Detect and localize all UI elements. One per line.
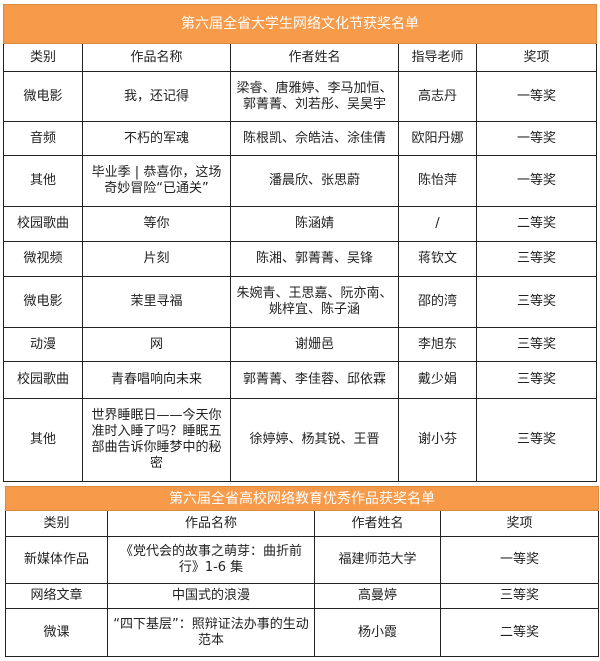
- table-cell: 茉里寻福: [82, 276, 231, 328]
- table-cell: 《党代会的故事之萌芽：曲折前行》1-6 集: [107, 536, 315, 584]
- table-row: 微视频 片刻 陈湘、郭菁菁、吴锋 蒋钦文 三等奖: [3, 241, 597, 277]
- table-cell: 朱婉青、王思嘉、阮亦南、姚梓宜、陈子涵: [230, 276, 399, 328]
- table-cell: 陈湘、郭菁菁、吴锋: [230, 241, 399, 277]
- table-cell: 微课: [5, 608, 108, 657]
- table-cell: 片刻: [82, 241, 231, 277]
- table-cell: 徐婷婷、杨其锐、王晋: [230, 398, 399, 482]
- table-cell: 二等奖: [440, 608, 599, 657]
- table-cell: 微电影: [3, 276, 83, 328]
- table-cell: 一等奖: [440, 536, 599, 584]
- table-row: 音频 不朽的军魂 陈根凯、佘皓洁、涂佳倩 欧阳丹娜 一等奖: [3, 121, 597, 156]
- table-cell: 一等奖: [476, 121, 597, 156]
- column-header: 作品名称: [82, 43, 231, 72]
- column-header: 奖项: [440, 510, 599, 537]
- table-cell: 等你: [82, 206, 231, 242]
- table-cell: 毕业季 | 恭喜你，这场奇妙冒险“已通关”: [82, 155, 231, 207]
- table-cell: 三等奖: [476, 361, 597, 399]
- table-cell: 音频: [3, 121, 83, 156]
- table-cell: 陈根凯、佘皓洁、涂佳倩: [230, 121, 399, 156]
- table-cell: 世界睡眠日——今天你准时入睡了吗？睡眠五部曲告诉你睡梦中的秘密: [82, 398, 231, 482]
- table-cell: 高曼婷: [314, 583, 441, 609]
- table-cell: 二等奖: [476, 206, 597, 242]
- column-header: 指导老师: [398, 43, 477, 72]
- column-header: 作者姓名: [230, 43, 399, 72]
- award-table-cultural-festival: 第六届全省大学生网络文化节获奖名单 类别 作品名称 作者姓名 指导老师 奖项 微电影 我，还记…: [3, 4, 597, 482]
- table-cell: 我，还记得: [82, 71, 231, 122]
- table-cell: 动漫: [3, 327, 83, 362]
- column-header: 作者姓名: [314, 510, 441, 537]
- column-header: 奖项: [476, 43, 597, 72]
- table-cell: 李旭东: [398, 327, 477, 362]
- table-row: 微电影 茉里寻福 朱婉青、王思嘉、阮亦南、姚梓宜、陈子涵 邵的湾 三等奖: [3, 276, 597, 328]
- table-cell: 三等奖: [476, 276, 597, 328]
- table-row: 微电影 我，还记得 梁睿、唐雅婷、李马加恒、郭菁菁、刘若彤、吴昊宇 高志丹 一等奖: [3, 71, 597, 122]
- table-row: 校园歌曲 青春唱响向未来 郭菁菁、李佳蓉、邱依霖 戴少娟 三等奖: [3, 361, 597, 399]
- table-cell: 邵的湾: [398, 276, 477, 328]
- table-cell: 高志丹: [398, 71, 477, 122]
- table-cell: 潘晨欣、张思蔚: [230, 155, 399, 207]
- header-row: 类别 作品名称 作者姓名 奖项: [5, 510, 599, 537]
- table-cell: 三等奖: [440, 583, 599, 609]
- table-cell: “四下基层”：照辩证法办事的生动范本: [107, 608, 315, 657]
- table-cell: 三等奖: [476, 398, 597, 482]
- table-cell: 一等奖: [476, 155, 597, 207]
- table-row: 动漫网谢姗邑 李旭东 三等奖: [3, 327, 597, 362]
- table-cell: 戴少娟: [398, 361, 477, 399]
- column-header: 类别: [5, 510, 108, 537]
- table-cell: 福建师范大学: [314, 536, 441, 584]
- table-cell: 三等奖: [476, 327, 597, 362]
- table-cell: 欧阳丹娜: [398, 121, 477, 156]
- table-cell: 网: [82, 327, 231, 362]
- table-cell: 陈涵婧: [230, 206, 399, 242]
- table-cell: 三等奖: [476, 241, 597, 277]
- table-cell: 青春唱响向未来: [82, 361, 231, 399]
- table-row: 校园歌曲 等你 陈涵婧 / 二等奖: [3, 206, 597, 242]
- table-title: 第六届全省高校网络教育优秀作品获奖名单: [5, 486, 599, 511]
- table-cell: 杨小霞: [314, 608, 441, 657]
- table-cell: /: [398, 206, 477, 242]
- table-cell: 陈怡萍: [398, 155, 477, 207]
- table-cell: 新媒体作品: [5, 536, 108, 584]
- table-cell: 谢小芬: [398, 398, 477, 482]
- table-cell: 微电影: [3, 71, 83, 122]
- table-row: 其他 毕业季 | 恭喜你，这场奇妙冒险“已通关” 潘晨欣、张思蔚 陈怡萍 一等奖: [3, 155, 597, 207]
- table-cell: 网络文章: [5, 583, 108, 609]
- table-row: 微课 “四下基层”：照辩证法办事的生动范本 杨小霞 二等奖: [5, 608, 599, 657]
- table-cell: 微视频: [3, 241, 83, 277]
- table-title: 第六届全省大学生网络文化节获奖名单: [3, 4, 597, 44]
- table-cell: 谢姗邑: [230, 327, 399, 362]
- table-cell: 中国式的浪漫: [107, 583, 315, 609]
- table-row: 其他 世界睡眠日——今天你准时入睡了吗？睡眠五部曲告诉你睡梦中的秘密 徐婷婷、杨其锐…: [3, 398, 597, 482]
- award-table-online-education: 第六届全省高校网络教育优秀作品获奖名单 类别 作品名称 作者姓名 奖项 新媒体作品 《党代会…: [5, 486, 599, 657]
- table-cell: 校园歌曲: [3, 361, 83, 399]
- column-header: 类别: [3, 43, 83, 72]
- table-cell: 其他: [3, 155, 83, 207]
- table-cell: 校园歌曲: [3, 206, 83, 242]
- table-row: 网络文章 中国式的浪漫 高曼婷 三等奖: [5, 583, 599, 609]
- header-row: 类别 作品名称 作者姓名 指导老师 奖项: [3, 43, 597, 72]
- table-cell: 蒋钦文: [398, 241, 477, 277]
- table-cell: 梁睿、唐雅婷、李马加恒、郭菁菁、刘若彤、吴昊宇: [230, 71, 399, 122]
- table-cell: 一等奖: [476, 71, 597, 122]
- column-header: 作品名称: [107, 510, 315, 537]
- table-cell: 其他: [3, 398, 83, 482]
- table-row: 新媒体作品 《党代会的故事之萌芽：曲折前行》1-6 集福建师范大学 一等奖: [5, 536, 599, 584]
- table-cell: 郭菁菁、李佳蓉、邱依霖: [230, 361, 399, 399]
- table-cell: 不朽的军魂: [82, 121, 231, 156]
